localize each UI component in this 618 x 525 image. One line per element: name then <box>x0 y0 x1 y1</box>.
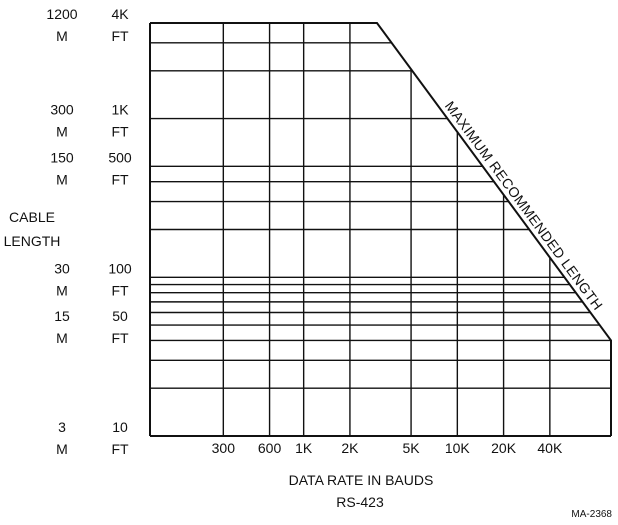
y-tick-meters-value: 30 <box>54 260 70 276</box>
y-tick-feet-unit: FT <box>111 171 129 187</box>
x-axis-label: DATA RATE IN BAUDS <box>289 472 434 488</box>
max-recommended-length-line <box>150 22 612 436</box>
y-tick-meters-value: 1200 <box>46 6 77 22</box>
max-recommended-length-label: MAXIMUM RECOMMENDED LENGTH <box>442 98 606 313</box>
x-tick-label: 10K <box>445 440 471 456</box>
y-tick-feet-value: 500 <box>108 149 132 165</box>
y-tick-feet-unit: FT <box>111 28 129 44</box>
tick-label-layer: 300 600 1K 2K 5K 10K 20K 40K 1200 M 4K FT 300 M 1K FT 15… <box>46 6 563 457</box>
y-tick-meters-unit: M <box>56 124 68 140</box>
y-tick-meters-unit: M <box>56 28 68 44</box>
y-tick-meters-value: 300 <box>50 102 74 118</box>
y-axis-label-line-1: CABLE <box>9 209 55 225</box>
x-tick-label: 600 <box>258 440 282 456</box>
x-tick-label: 300 <box>212 440 236 456</box>
y-tick-feet-value: 4K <box>111 6 129 22</box>
y-tick-meters-value: 3 <box>58 419 66 435</box>
y-tick-feet-value: 10 <box>112 419 128 435</box>
y-tick-meters-value: 15 <box>54 308 70 324</box>
y-tick-meters-unit: M <box>56 441 68 457</box>
y-tick-feet-value: 50 <box>112 308 128 324</box>
x-tick-label: 40K <box>537 440 563 456</box>
y-tick-feet-value: 1K <box>111 102 129 118</box>
y-axis-label-line-2: LENGTH <box>4 233 61 249</box>
y-tick-feet-unit: FT <box>111 330 129 346</box>
x-tick-label: 5K <box>403 440 421 456</box>
x-tick-label: 2K <box>341 440 359 456</box>
x-tick-label: 1K <box>295 440 313 456</box>
figure-code: MA-2368 <box>571 509 612 520</box>
y-tick-meters-unit: M <box>56 282 68 298</box>
y-tick-meters-unit: M <box>56 171 68 187</box>
y-tick-feet-value: 100 <box>108 260 132 276</box>
y-tick-meters-value: 150 <box>50 149 74 165</box>
y-tick-feet-unit: FT <box>111 124 129 140</box>
x-tick-label: 20K <box>491 440 517 456</box>
y-tick-feet-unit: FT <box>111 441 129 457</box>
chart-subtitle: RS-423 <box>336 494 384 510</box>
y-tick-feet-unit: FT <box>111 282 129 298</box>
y-tick-meters-unit: M <box>56 330 68 346</box>
